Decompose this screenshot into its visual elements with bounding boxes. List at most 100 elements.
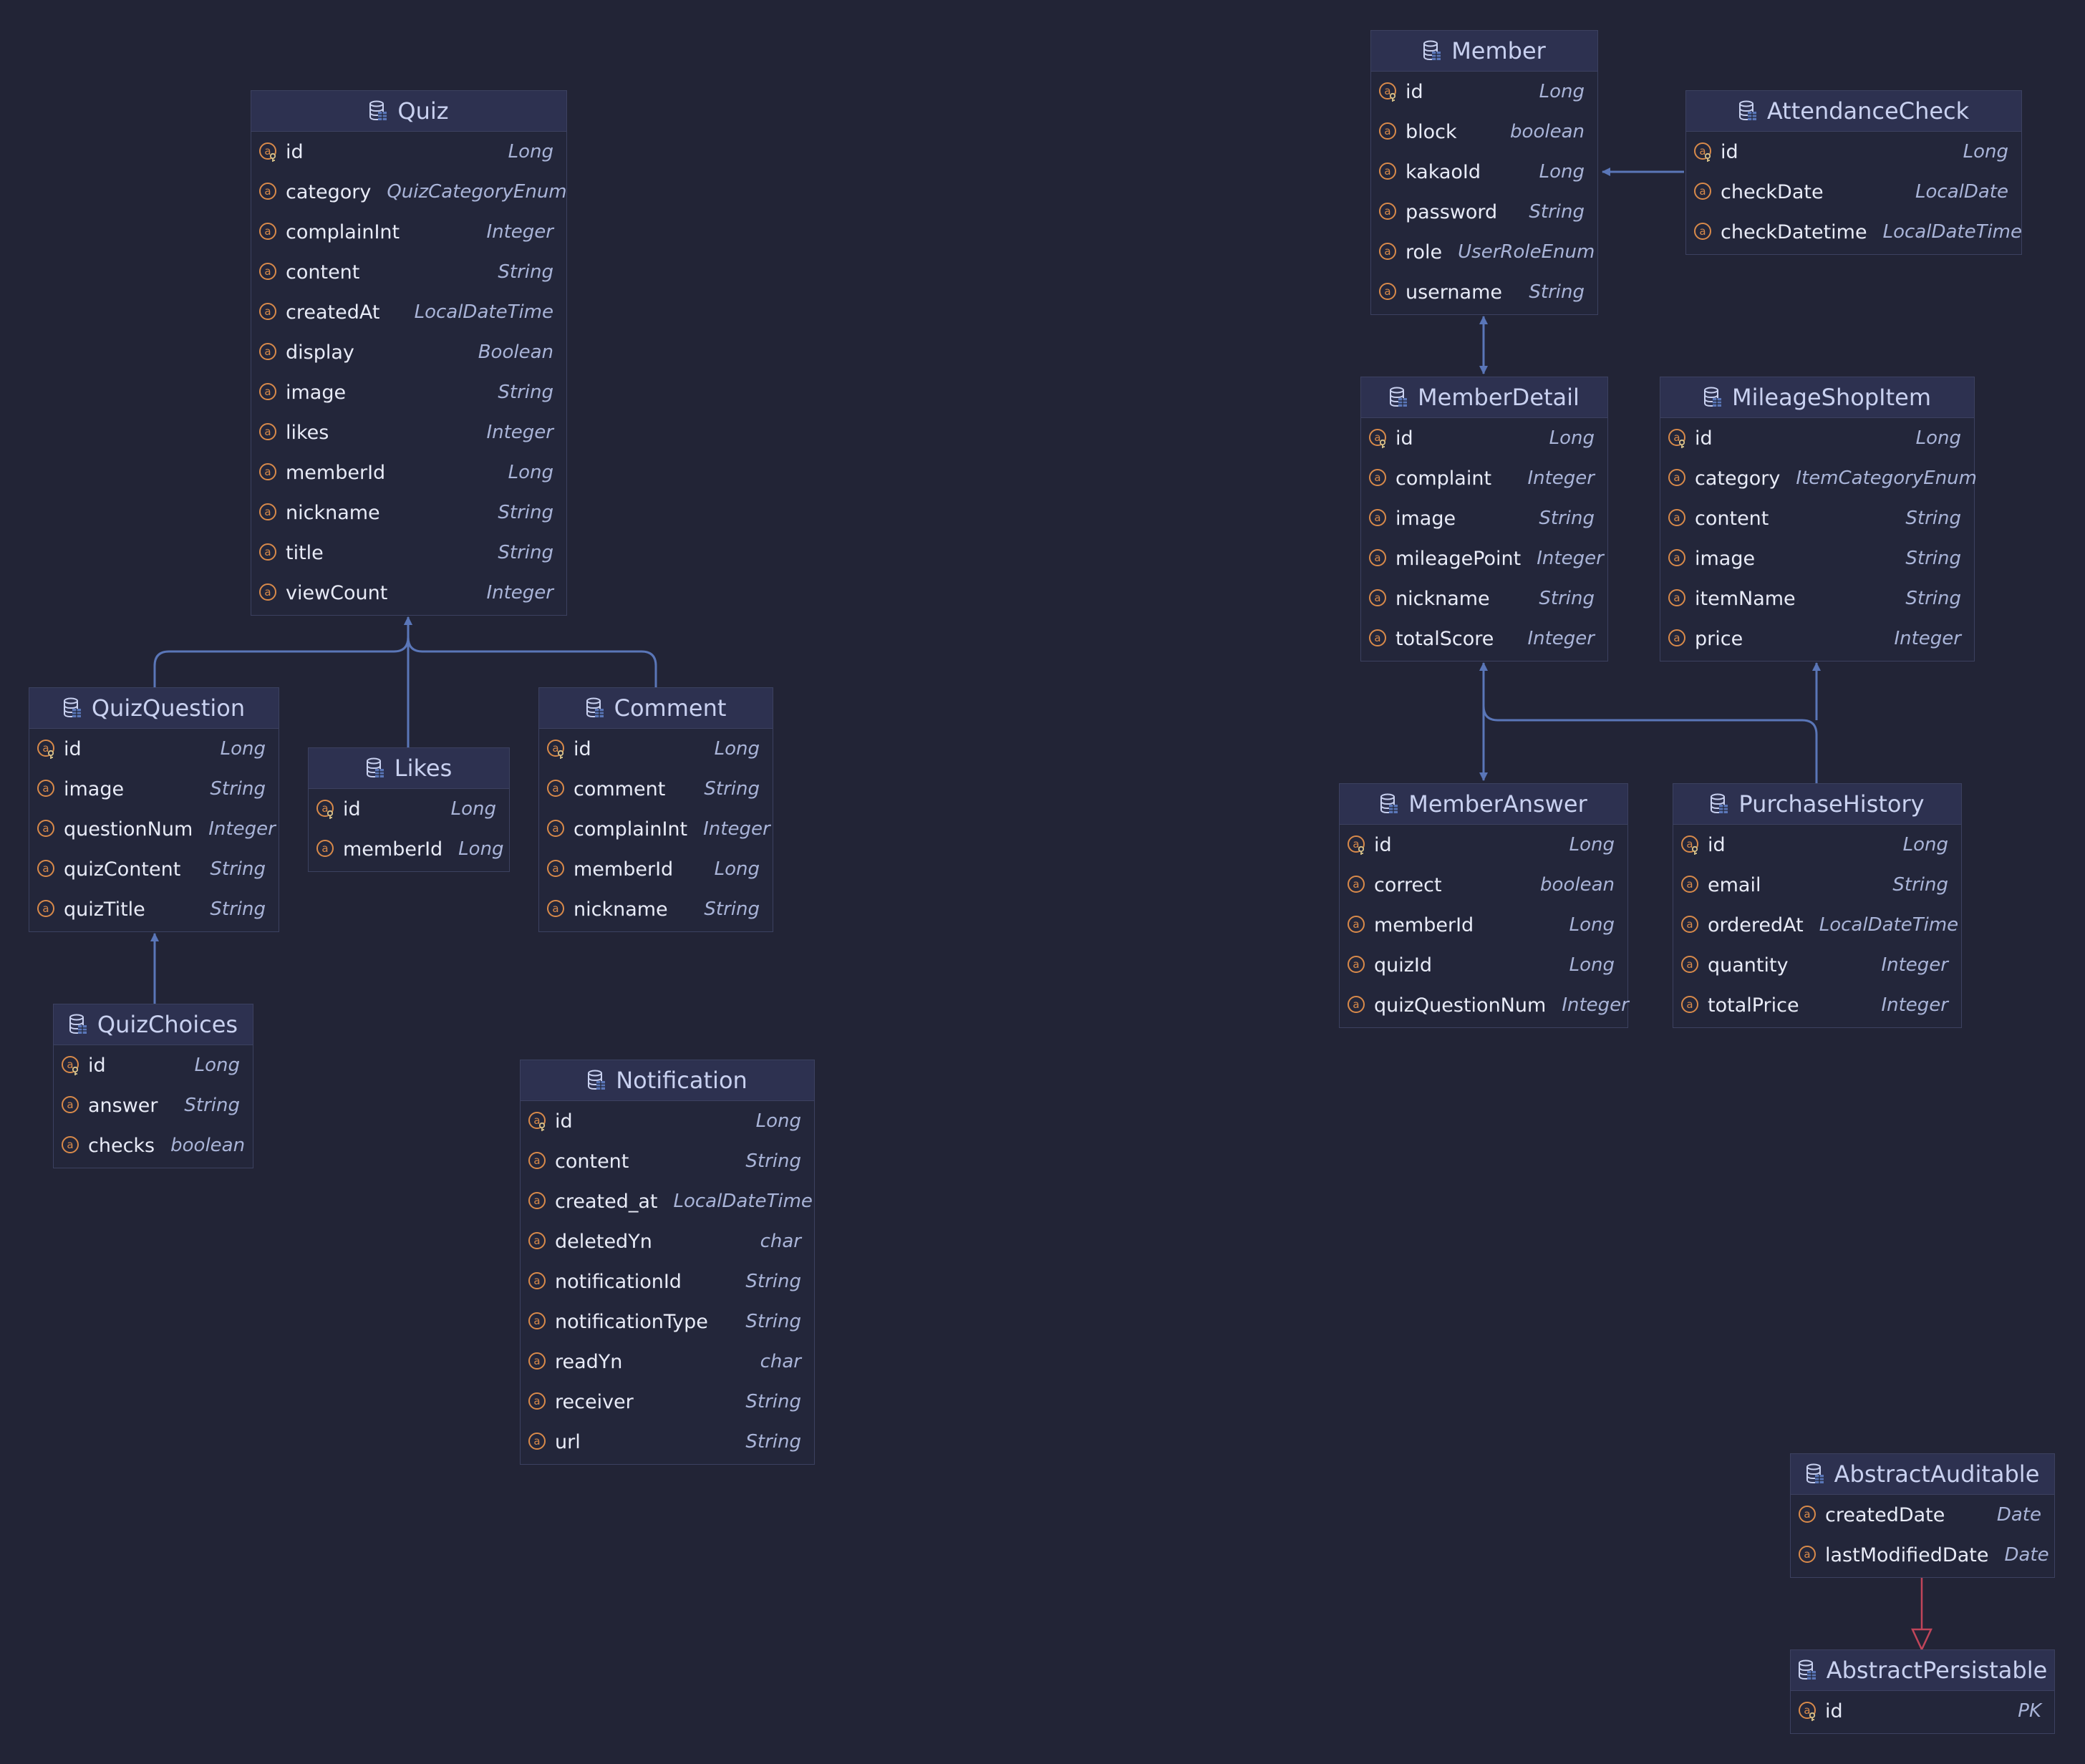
field-row[interactable]: a image String bbox=[29, 769, 279, 809]
field-row[interactable]: a memberId Long bbox=[251, 452, 566, 493]
entity-comment[interactable]: Comment a id Long a comment String a complainInt… bbox=[538, 687, 773, 932]
entity-header[interactable]: QuizQuestion bbox=[29, 688, 279, 729]
field-row[interactable]: a id Long bbox=[539, 729, 773, 769]
entity-header[interactable]: Comment bbox=[539, 688, 773, 729]
field-row[interactable]: a created_at LocalDateTime bbox=[521, 1181, 814, 1221]
entity-header[interactable]: MileageShopItem bbox=[1660, 377, 1974, 418]
field-row[interactable]: a orderedAt LocalDateTime bbox=[1673, 905, 1961, 945]
field-row[interactable]: a id Long bbox=[1340, 825, 1627, 865]
entity-header[interactable]: PurchaseHistory bbox=[1673, 784, 1961, 825]
field-row[interactable]: a image String bbox=[1660, 538, 1974, 578]
field-row[interactable]: a checks boolean bbox=[54, 1125, 253, 1166]
field-row[interactable]: a nickname String bbox=[539, 889, 773, 929]
entity-quiz[interactable]: Quiz a id Long a category QuizCategoryEnum a com… bbox=[251, 90, 567, 616]
field-row[interactable]: a totalPrice Integer bbox=[1673, 985, 1961, 1025]
field-row[interactable]: a lastModifiedDate Date bbox=[1791, 1535, 2054, 1575]
entity-mileage-shop-item[interactable]: MileageShopItem a id Long a category ItemCateg… bbox=[1660, 377, 1977, 662]
field-row[interactable]: a password String bbox=[1371, 192, 1597, 232]
field-row[interactable]: a content String bbox=[521, 1141, 814, 1181]
entity-notification[interactable]: Notification a id Long a content String a create… bbox=[520, 1060, 815, 1465]
field-row[interactable]: a image String bbox=[1361, 498, 1607, 538]
field-row[interactable]: a memberId Long bbox=[539, 849, 773, 889]
entity-member-answer[interactable]: MemberAnswer a id Long a correct boolean a membe… bbox=[1339, 783, 1629, 1028]
field-row[interactable]: a correct boolean bbox=[1340, 865, 1627, 905]
field-row[interactable]: a id Long bbox=[1686, 132, 2021, 172]
field-row[interactable]: a deletedYn char bbox=[521, 1221, 814, 1261]
field-row[interactable]: a role UserRoleEnum bbox=[1371, 232, 1597, 272]
field-row[interactable]: a id Long bbox=[1673, 825, 1961, 865]
field-row[interactable]: a readYn char bbox=[521, 1342, 814, 1382]
field-row[interactable]: a kakaoId Long bbox=[1371, 152, 1597, 192]
field-row[interactable]: a itemName String bbox=[1660, 578, 1974, 619]
field-row[interactable]: a notificationId String bbox=[521, 1261, 814, 1302]
entity-likes[interactable]: Likes a id Long a memberId Long bbox=[308, 747, 510, 872]
field-row[interactable]: a display Boolean bbox=[251, 332, 566, 372]
field-row[interactable]: a viewCount Integer bbox=[251, 573, 566, 613]
field-row[interactable]: a receiver String bbox=[521, 1382, 814, 1422]
field-row[interactable]: a checkDatetime LocalDateTime bbox=[1686, 212, 2022, 252]
entity-header[interactable]: MemberAnswer bbox=[1340, 784, 1627, 825]
entity-header[interactable]: Member bbox=[1371, 31, 1597, 72]
field-row[interactable]: a id Long bbox=[1660, 418, 1974, 458]
field-row[interactable]: a content String bbox=[1660, 498, 1974, 538]
entity-header[interactable]: Quiz bbox=[251, 91, 566, 132]
field-row[interactable]: a content String bbox=[251, 252, 566, 292]
entity-member-detail[interactable]: MemberDetail a id Long a complaint Integer a ima… bbox=[1360, 377, 1608, 662]
field-row[interactable]: a createdAt LocalDateTime bbox=[251, 292, 566, 332]
field-row[interactable]: a id Long bbox=[521, 1101, 814, 1141]
field-row[interactable]: a likes Integer bbox=[251, 412, 566, 452]
field-type: Integer bbox=[486, 582, 553, 604]
field-row[interactable]: a id PK bbox=[1791, 1691, 2054, 1731]
entity-abstract-auditable[interactable]: AbstractAuditable a createdDate Date a lastMo… bbox=[1790, 1453, 2055, 1578]
field-row[interactable]: a category ItemCategoryEnum bbox=[1660, 458, 1977, 498]
field-row[interactable]: a id Long bbox=[309, 789, 509, 829]
field-row[interactable]: a answer String bbox=[54, 1085, 253, 1125]
field-row[interactable]: a memberId Long bbox=[309, 829, 509, 869]
field-row[interactable]: a memberId Long bbox=[1340, 905, 1627, 945]
field-name: id bbox=[1825, 1700, 1843, 1722]
field-row[interactable]: a id Long bbox=[1371, 72, 1597, 112]
field-row[interactable]: a block boolean bbox=[1371, 112, 1597, 152]
field-row[interactable]: a image String bbox=[251, 372, 566, 412]
field-row[interactable]: a mileagePoint Integer bbox=[1361, 538, 1607, 578]
field-row[interactable]: a price Integer bbox=[1660, 619, 1974, 659]
field-row[interactable]: a quizQuestionNum Integer bbox=[1340, 985, 1629, 1025]
field-row[interactable]: a questionNum Integer bbox=[29, 809, 279, 849]
field-row[interactable]: a id Long bbox=[54, 1045, 253, 1085]
field-row[interactable]: a id Long bbox=[1361, 418, 1607, 458]
field-row[interactable]: a email String bbox=[1673, 865, 1961, 905]
field-row[interactable]: a totalScore Integer bbox=[1361, 619, 1607, 659]
field-row[interactable]: a complainInt Integer bbox=[251, 212, 566, 252]
entity-quiz-choices[interactable]: QuizChoices a id Long a answer String a checks bo… bbox=[53, 1004, 253, 1168]
field-row[interactable]: a complainInt Integer bbox=[539, 809, 773, 849]
field-row[interactable]: a checkDate LocalDate bbox=[1686, 172, 2021, 212]
entity-header[interactable]: AbstractPersistable bbox=[1791, 1650, 2054, 1691]
field-row[interactable]: a category QuizCategoryEnum bbox=[251, 172, 567, 212]
entity-member[interactable]: Member a id Long a block boolean a kakaoId Long a p… bbox=[1370, 30, 1598, 315]
field-row[interactable]: a username String bbox=[1371, 272, 1597, 312]
field-row[interactable]: a quizId Long bbox=[1340, 945, 1627, 985]
entity-header[interactable]: QuizChoices bbox=[54, 1004, 253, 1045]
entity-header[interactable]: Likes bbox=[309, 748, 509, 789]
entity-attendance-check[interactable]: AttendanceCheck a id Long a checkDate LocalDat… bbox=[1685, 90, 2022, 255]
field-row[interactable]: a quizContent String bbox=[29, 849, 279, 889]
field-row[interactable]: a nickname String bbox=[1361, 578, 1607, 619]
entity-header[interactable]: MemberDetail bbox=[1361, 377, 1607, 418]
entity-header[interactable]: AbstractAuditable bbox=[1791, 1454, 2054, 1495]
field-row[interactable]: a createdDate Date bbox=[1791, 1495, 2054, 1535]
field-row[interactable]: a complaint Integer bbox=[1361, 458, 1607, 498]
field-row[interactable]: a quizTitle String bbox=[29, 889, 279, 929]
entity-purchase-history[interactable]: PurchaseHistory a id Long a email String a order… bbox=[1673, 783, 1962, 1028]
field-row[interactable]: a id Long bbox=[29, 729, 279, 769]
entity-header[interactable]: AttendanceCheck bbox=[1686, 91, 2021, 132]
field-row[interactable]: a notificationType String bbox=[521, 1302, 814, 1342]
field-row[interactable]: a quantity Integer bbox=[1673, 945, 1961, 985]
field-row[interactable]: a url String bbox=[521, 1422, 814, 1462]
field-row[interactable]: a id Long bbox=[251, 132, 566, 172]
entity-quiz-question[interactable]: QuizQuestion a id Long a image String a question… bbox=[29, 687, 279, 932]
entity-header[interactable]: Notification bbox=[521, 1060, 814, 1101]
entity-abstract-persistable[interactable]: AbstractPersistable a id PK bbox=[1790, 1649, 2055, 1734]
field-row[interactable]: a title String bbox=[251, 533, 566, 573]
field-row[interactable]: a comment String bbox=[539, 769, 773, 809]
field-row[interactable]: a nickname String bbox=[251, 493, 566, 533]
